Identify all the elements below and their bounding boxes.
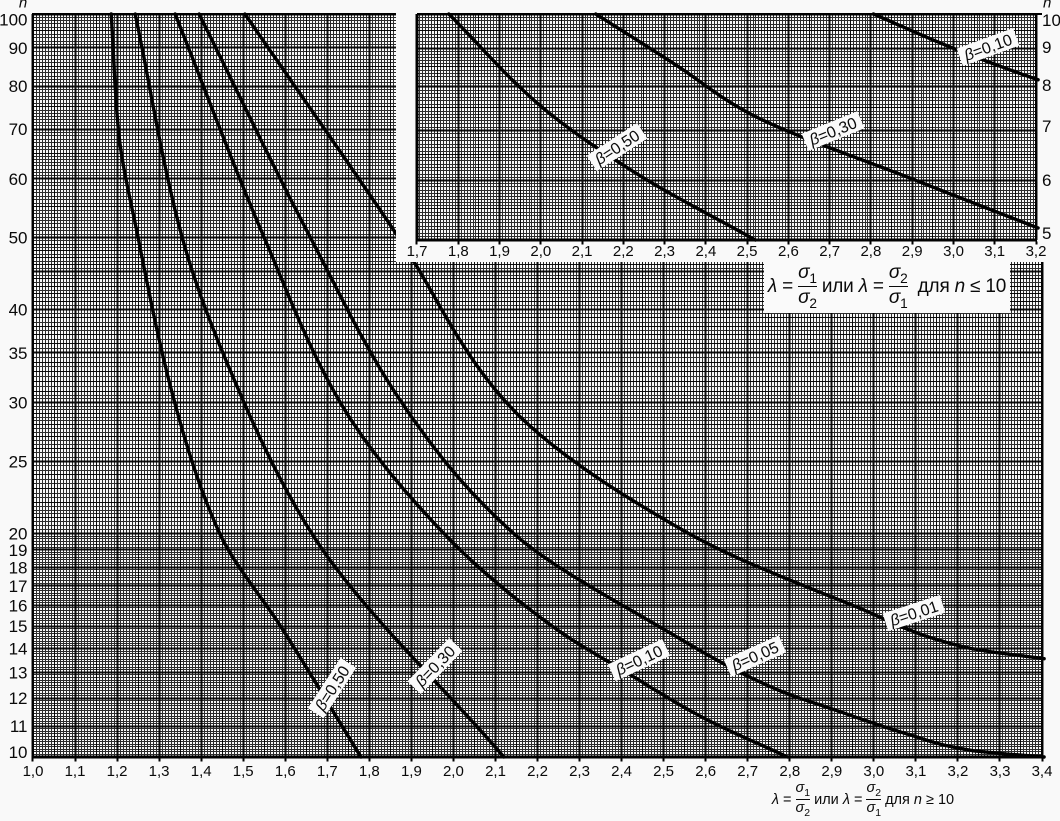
svg-text:1,8: 1,8: [359, 763, 380, 780]
svg-text:15: 15: [9, 617, 28, 636]
svg-text:2,5: 2,5: [737, 243, 758, 260]
svg-text:80: 80: [9, 77, 28, 96]
svg-text:90: 90: [9, 39, 28, 58]
svg-text:2,7: 2,7: [819, 243, 840, 260]
svg-text:60: 60: [9, 170, 28, 189]
svg-text:10: 10: [9, 743, 28, 762]
svg-text:1,0: 1,0: [23, 763, 44, 780]
svg-text:19: 19: [9, 541, 28, 560]
svg-text:2,4: 2,4: [611, 763, 632, 780]
svg-text:2,7: 2,7: [737, 763, 758, 780]
svg-text:30: 30: [9, 394, 28, 413]
svg-text:n: n: [19, 0, 27, 12]
svg-text:50: 50: [9, 229, 28, 248]
svg-text:2,1: 2,1: [572, 243, 593, 260]
svg-text:2,2: 2,2: [527, 763, 548, 780]
svg-text:2,0: 2,0: [530, 243, 551, 260]
svg-text:1,5: 1,5: [233, 763, 254, 780]
svg-text:2,6: 2,6: [695, 763, 716, 780]
svg-text:3,4: 3,4: [1032, 763, 1053, 780]
svg-text:2,5: 2,5: [653, 763, 674, 780]
svg-text:2,9: 2,9: [902, 243, 923, 260]
svg-text:100: 100: [0, 11, 28, 30]
svg-text:1,9: 1,9: [401, 763, 422, 780]
svg-text:40: 40: [9, 301, 28, 320]
svg-text:7: 7: [1042, 117, 1051, 136]
svg-text:35: 35: [9, 344, 28, 363]
svg-text:1,7: 1,7: [317, 763, 338, 780]
svg-text:18: 18: [9, 558, 28, 577]
svg-text:25: 25: [9, 452, 28, 471]
svg-text:2,2: 2,2: [613, 243, 634, 260]
svg-text:14: 14: [9, 639, 28, 658]
svg-text:5: 5: [1042, 224, 1051, 243]
svg-text:11: 11: [10, 717, 28, 736]
svg-text:2,9: 2,9: [821, 763, 842, 780]
svg-text:2,8: 2,8: [860, 243, 881, 260]
svg-text:1,3: 1,3: [149, 763, 170, 780]
svg-text:70: 70: [9, 120, 28, 139]
svg-text:12: 12: [9, 689, 28, 708]
svg-text:6: 6: [1042, 171, 1051, 190]
svg-text:16: 16: [9, 596, 28, 615]
svg-text:3,2: 3,2: [947, 763, 968, 780]
svg-text:3,0: 3,0: [863, 763, 884, 780]
svg-text:n: n: [1043, 0, 1051, 12]
svg-text:2,0: 2,0: [443, 763, 464, 780]
svg-text:2,3: 2,3: [654, 243, 675, 260]
svg-text:3,1: 3,1: [984, 243, 1005, 260]
svg-text:1,6: 1,6: [275, 763, 296, 780]
svg-text:2,1: 2,1: [485, 763, 506, 780]
svg-text:17: 17: [9, 577, 28, 596]
svg-text:1,2: 1,2: [107, 763, 128, 780]
svg-text:3,2: 3,2: [1026, 243, 1047, 260]
svg-text:10: 10: [1042, 11, 1060, 30]
svg-text:1,1: 1,1: [65, 763, 86, 780]
svg-text:20: 20: [9, 524, 28, 543]
svg-text:1,9: 1,9: [489, 243, 510, 260]
svg-text:9: 9: [1042, 38, 1051, 57]
svg-text:3,1: 3,1: [905, 763, 926, 780]
svg-text:3,0: 3,0: [943, 243, 964, 260]
svg-text:2,4: 2,4: [695, 243, 716, 260]
svg-text:1,4: 1,4: [191, 763, 212, 780]
svg-text:2,6: 2,6: [778, 243, 799, 260]
svg-text:1,7: 1,7: [407, 243, 428, 260]
svg-text:8: 8: [1042, 76, 1051, 95]
svg-text:2,3: 2,3: [569, 763, 590, 780]
svg-text:1,8: 1,8: [448, 243, 469, 260]
svg-text:3,3: 3,3: [990, 763, 1011, 780]
svg-text:2,8: 2,8: [779, 763, 800, 780]
svg-text:13: 13: [9, 663, 28, 682]
